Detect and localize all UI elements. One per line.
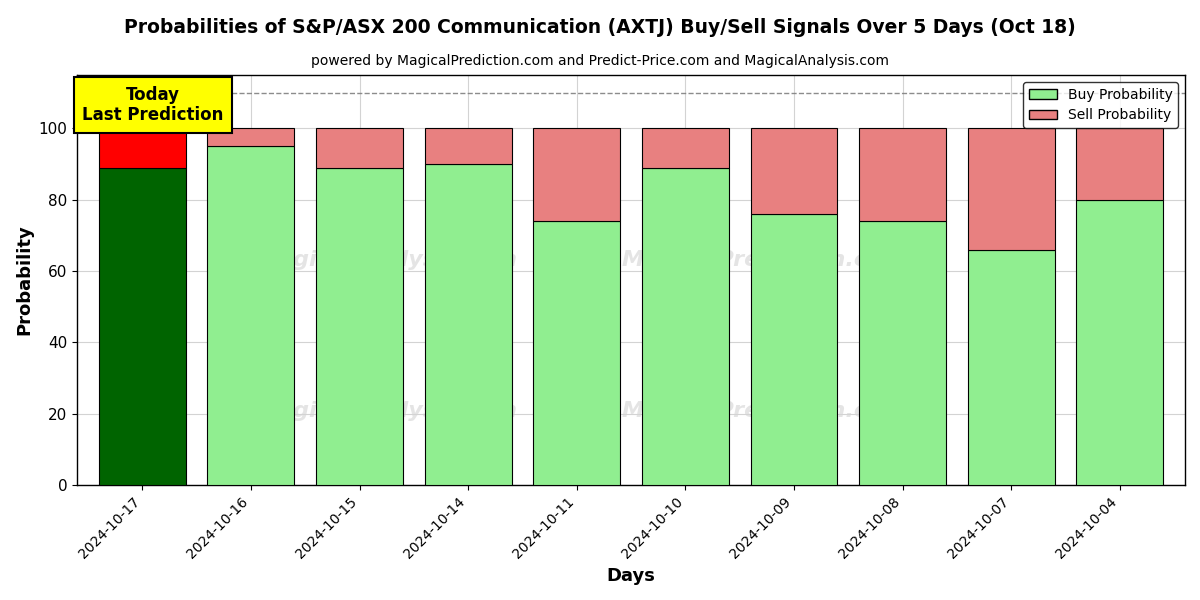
Bar [967,250,1055,485]
Bar [425,164,511,485]
Bar [1076,200,1163,485]
Text: MagicalAnalysis.com: MagicalAnalysis.com [257,401,518,421]
Bar [533,128,620,221]
Bar [642,128,728,168]
Bar [208,128,294,146]
Bar [316,128,403,168]
Bar [750,214,838,485]
Bar [98,132,186,168]
Bar [316,168,403,485]
Text: powered by MagicalPrediction.com and Predict-Price.com and MagicalAnalysis.com: powered by MagicalPrediction.com and Pre… [311,54,889,68]
Bar [859,128,946,221]
Text: MagicalPrediction.com: MagicalPrediction.com [622,250,906,269]
Legend: Buy Probability, Sell Probability: Buy Probability, Sell Probability [1024,82,1178,128]
Bar [208,146,294,485]
Bar [859,221,946,485]
Text: Probabilities of S&P/ASX 200 Communication (AXTJ) Buy/Sell Signals Over 5 Days (: Probabilities of S&P/ASX 200 Communicati… [124,18,1076,37]
Bar [1076,128,1163,200]
X-axis label: Days: Days [607,567,655,585]
Bar [967,128,1055,250]
Text: Today
Last Prediction: Today Last Prediction [83,86,224,124]
Bar [750,128,838,214]
Text: MagicalAnalysis.com: MagicalAnalysis.com [257,250,518,269]
Bar [425,128,511,164]
Bar [98,168,186,485]
Bar [642,168,728,485]
Text: MagicalPrediction.com: MagicalPrediction.com [622,401,906,421]
Y-axis label: Probability: Probability [14,225,32,335]
Bar [533,221,620,485]
